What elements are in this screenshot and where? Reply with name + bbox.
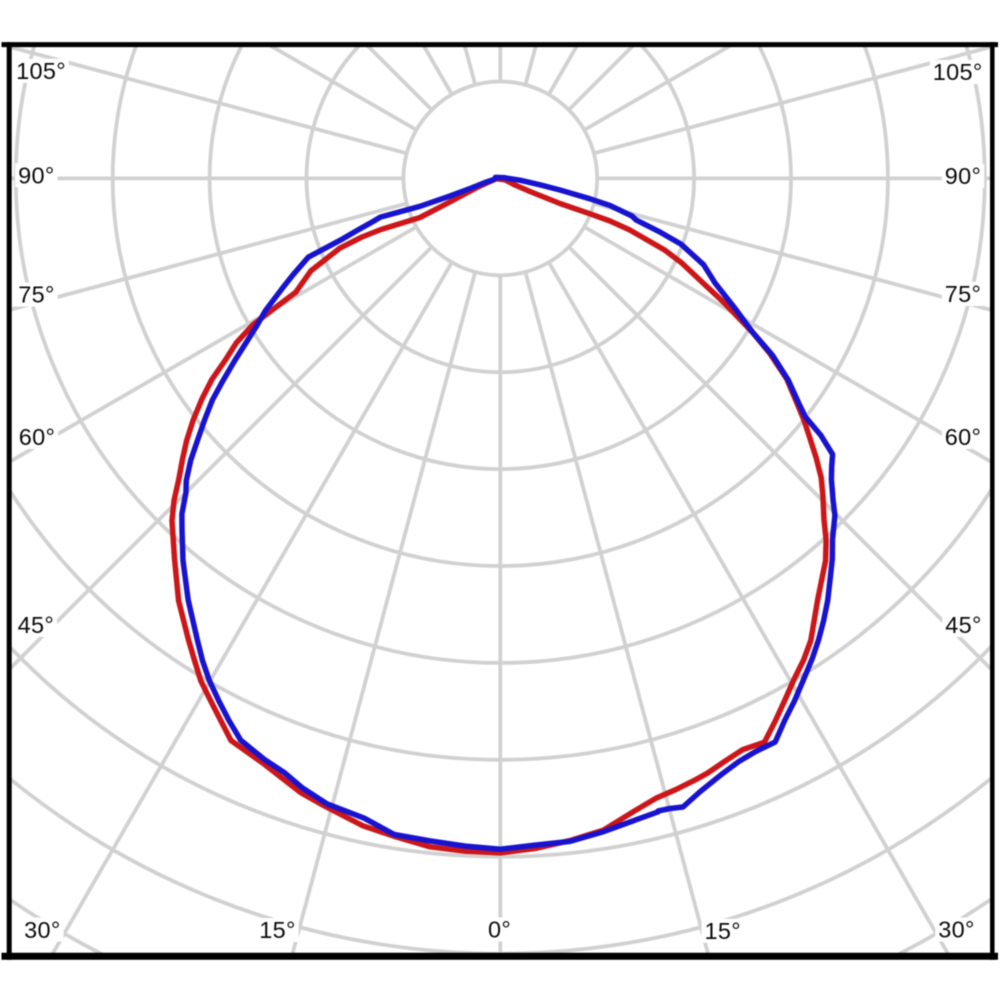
- svg-text:15°: 15°: [259, 917, 295, 943]
- svg-text:90°: 90°: [18, 162, 54, 188]
- svg-text:30°: 30°: [938, 917, 974, 943]
- svg-text:60°: 60°: [19, 424, 55, 450]
- svg-text:75°: 75°: [945, 281, 981, 307]
- svg-text:15°: 15°: [704, 918, 740, 944]
- svg-text:90°: 90°: [945, 163, 981, 189]
- svg-text:45°: 45°: [945, 612, 981, 638]
- svg-text:105°: 105°: [933, 59, 983, 85]
- svg-text:30°: 30°: [24, 917, 60, 943]
- svg-text:75°: 75°: [18, 282, 54, 308]
- svg-text:0°: 0°: [488, 917, 511, 943]
- svg-text:60°: 60°: [945, 424, 981, 450]
- svg-text:105°: 105°: [16, 58, 66, 84]
- svg-text:45°: 45°: [18, 612, 54, 638]
